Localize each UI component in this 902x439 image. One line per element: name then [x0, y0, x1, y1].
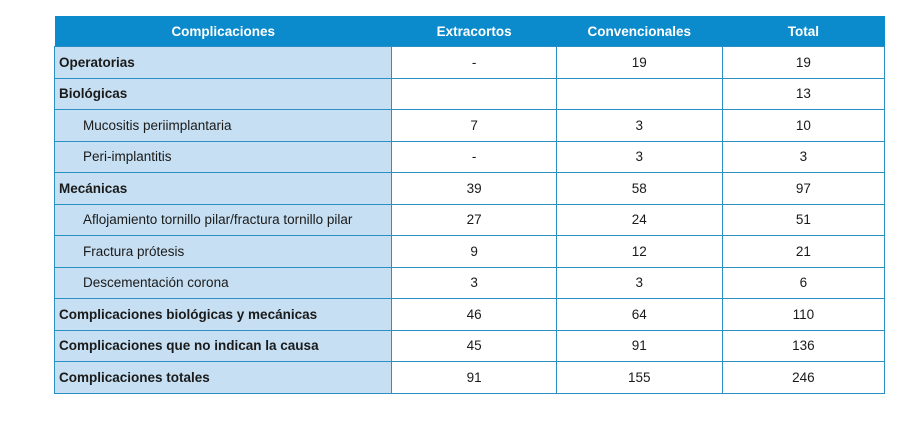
- cell-total: 13: [721, 77, 886, 110]
- cell-total: 6: [721, 266, 886, 299]
- cell-total: 97: [721, 172, 886, 205]
- row-label: Complicaciones que no indican la causa: [53, 329, 393, 362]
- cell-extracortos: 39: [391, 172, 557, 205]
- header-complicaciones: Complicaciones: [54, 16, 392, 47]
- cell-convencionales: 3: [555, 109, 723, 142]
- header-total: Total: [722, 16, 885, 47]
- row-label: Complicaciones biológicas y mecánicas: [53, 298, 393, 331]
- row-label: Fractura prótesis: [53, 235, 393, 268]
- header-convencionales: Convencionales: [556, 16, 723, 47]
- table-row: Biológicas 13: [53, 77, 886, 110]
- cell-convencionales: 91: [555, 329, 723, 362]
- cell-extracortos: -: [391, 46, 557, 79]
- cell-extracortos: 7: [391, 109, 557, 142]
- cell-convencionales: 64: [555, 298, 723, 331]
- cell-total: 19: [721, 46, 886, 79]
- cell-extracortos: -: [391, 140, 557, 173]
- header-extracortos: Extracortos: [391, 16, 557, 47]
- table-header-row: Complicaciones Extracortos Convencionale…: [54, 16, 885, 47]
- table-row: Mecánicas 39 58 97: [53, 172, 886, 205]
- cell-convencionales: 3: [555, 140, 723, 173]
- cell-convencionales: 3: [555, 266, 723, 299]
- cell-convencionales: 155: [555, 361, 723, 394]
- table-row: Descementación corona 3 3 6: [53, 266, 886, 299]
- row-label: Operatorias: [53, 46, 393, 79]
- cell-total: 110: [721, 298, 886, 331]
- table-row: Complicaciones que no indican la causa 45…: [53, 329, 886, 362]
- cell-convencionales: 58: [555, 172, 723, 205]
- cell-extracortos: 9: [391, 235, 557, 268]
- cell-convencionales: 24: [555, 203, 723, 236]
- cell-extracortos: 46: [391, 298, 557, 331]
- cell-convencionales: [555, 77, 723, 110]
- cell-extracortos: 45: [391, 329, 557, 362]
- table-row: Peri-implantitis -3 3: [53, 140, 886, 173]
- row-label: Peri-implantitis: [53, 140, 393, 173]
- cell-total: 136: [721, 329, 886, 362]
- row-label: Aflojamiento tornillo pilar/fractura tor…: [53, 203, 393, 236]
- table-row: Fractura prótesis 9 12 21: [53, 235, 886, 268]
- row-label: Mecánicas: [53, 172, 393, 205]
- cell-extracortos: [391, 77, 557, 110]
- cell-extracortos: 91: [391, 361, 557, 394]
- row-label: Complicaciones totales: [53, 361, 393, 394]
- cell-total: 246: [721, 361, 886, 394]
- cell-total: 10: [721, 109, 886, 142]
- cell-extracortos: 27: [391, 203, 557, 236]
- cell-total: 21: [721, 235, 886, 268]
- table-row: Mucositis periimplantaria 7 3 10: [53, 109, 886, 142]
- cell-total: 3: [721, 140, 886, 173]
- row-label: Descementación corona: [53, 266, 393, 299]
- cell-total: 51: [721, 203, 886, 236]
- table-row: Complicaciones totales 91 155 246: [53, 361, 886, 394]
- table-row: Aflojamiento tornillo pilar/fractura tor…: [53, 203, 886, 236]
- complications-table: Complicaciones Extracortos Convencionale…: [53, 16, 886, 394]
- row-label: Biológicas: [53, 77, 393, 110]
- cell-convencionales: 19: [555, 46, 723, 79]
- table-row: Operatorias -19 19: [53, 46, 886, 79]
- table-row: Complicaciones biológicas y mecánicas 46 6…: [53, 298, 886, 331]
- cell-convencionales: 12: [555, 235, 723, 268]
- cell-extracortos: 3: [391, 266, 557, 299]
- row-label: Mucositis periimplantaria: [53, 109, 393, 142]
